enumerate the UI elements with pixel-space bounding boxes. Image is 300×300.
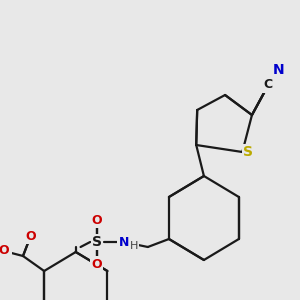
Text: O: O [26, 230, 36, 242]
Text: N: N [118, 236, 129, 248]
Text: C: C [264, 79, 273, 92]
Text: O: O [92, 257, 102, 271]
Text: S: S [92, 235, 102, 249]
Text: H: H [130, 241, 139, 251]
Text: N: N [273, 63, 285, 77]
Text: O: O [0, 244, 9, 257]
Text: O: O [92, 214, 102, 226]
Text: S: S [243, 145, 253, 159]
